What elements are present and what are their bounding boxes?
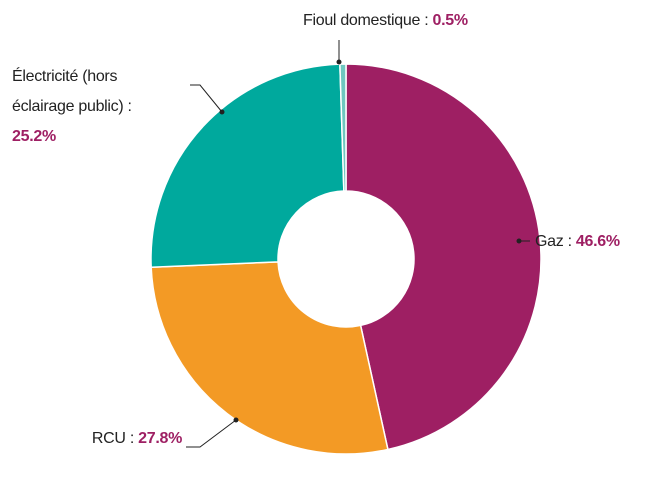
label: Gaz : 46.6% [535, 227, 620, 257]
slice [345, 63, 542, 451]
value-label: 27.8% [138, 430, 182, 447]
leader-dot [219, 109, 225, 115]
slices [150, 63, 542, 455]
value-label: 25.2% [12, 128, 56, 145]
leader-dot [233, 417, 239, 423]
value-label: 0.5% [432, 12, 469, 29]
category: Électricité (hors éclairage public) : [12, 68, 132, 115]
label: Fioul domestique : 0.5% [303, 6, 468, 36]
label: RCU : 27.8% [92, 424, 182, 454]
category: Fioul domestique : [303, 12, 429, 29]
value-label: 46.6% [575, 233, 620, 250]
slice [339, 63, 347, 192]
leader-line [190, 84, 223, 113]
category: RCU : [91, 430, 134, 447]
leader-dot [516, 238, 522, 244]
label: Électricité (hors éclairage public) : 25… [12, 62, 177, 152]
category: Gaz : [535, 233, 572, 250]
slice [150, 63, 345, 269]
slice [150, 261, 389, 455]
leader-line [186, 419, 237, 448]
leader-dot [336, 59, 342, 65]
